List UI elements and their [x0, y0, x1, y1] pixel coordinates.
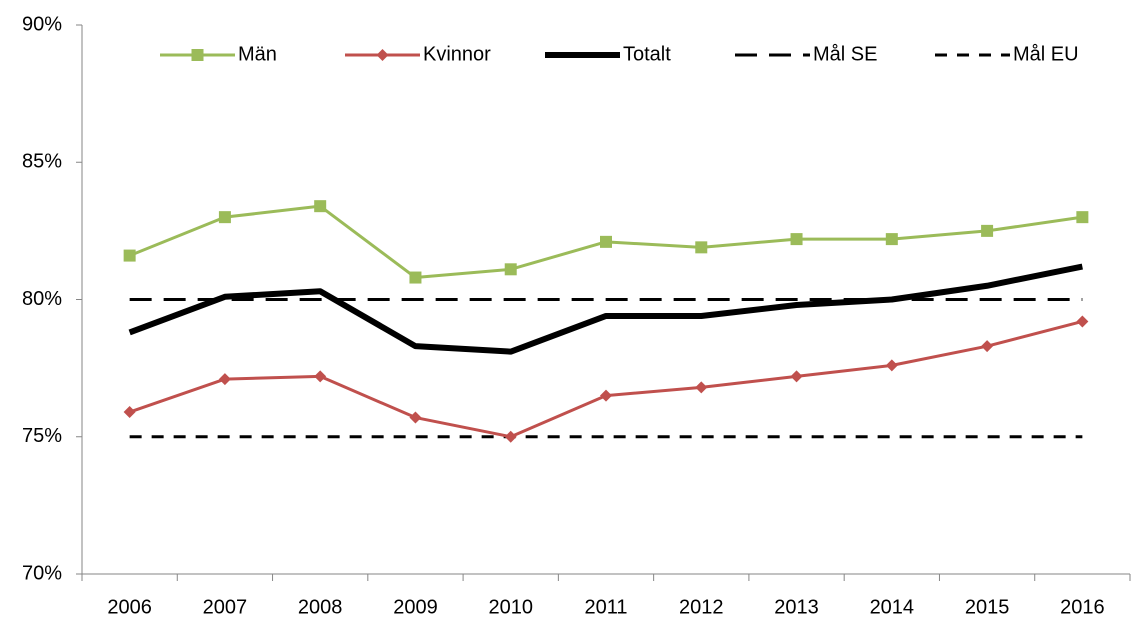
data-point — [695, 381, 708, 394]
data-point — [409, 271, 422, 284]
legend-label: Män — [238, 43, 277, 65]
series-line — [129, 320, 1083, 439]
data-point — [504, 430, 517, 443]
y-tick-label: 90% — [22, 13, 62, 35]
legend-marker — [191, 49, 204, 61]
legend-label: Mål SE — [813, 43, 877, 65]
data-point — [981, 340, 994, 353]
y-tick-label: 70% — [22, 562, 62, 584]
x-tick-label: 2006 — [107, 596, 152, 618]
x-tick-label: 2007 — [203, 596, 248, 618]
data-point — [600, 235, 612, 248]
data-point — [409, 411, 422, 424]
data-point — [218, 373, 231, 386]
data-point — [504, 263, 517, 276]
data-point — [314, 370, 327, 383]
legend-label: Totalt — [623, 43, 671, 65]
data-point — [314, 200, 327, 213]
data-point — [123, 406, 136, 419]
data-point — [981, 224, 994, 237]
data-point — [790, 370, 803, 383]
data-point — [1076, 211, 1089, 224]
data-point — [218, 211, 231, 224]
x-tick-label: 2011 — [584, 596, 627, 618]
data-point — [1076, 315, 1089, 328]
legend-marker — [376, 49, 389, 61]
x-tick-label: 2014 — [870, 596, 915, 618]
data-point — [885, 233, 898, 246]
y-tick-label: 85% — [22, 151, 62, 173]
series-line — [128, 263, 1083, 355]
y-tick-label: 80% — [22, 288, 62, 310]
x-tick-label: 2010 — [488, 596, 533, 618]
x-tick-label: 2012 — [679, 596, 724, 618]
x-tick-label: 2016 — [1060, 596, 1105, 618]
x-tick-label: 2009 — [393, 596, 438, 618]
legend-label: Kvinnor — [423, 43, 491, 65]
data-point — [885, 359, 898, 372]
x-tick-label: 2013 — [774, 596, 819, 618]
x-tick-label: 2008 — [298, 596, 343, 618]
data-point — [600, 389, 612, 402]
data-point — [790, 233, 803, 246]
data-point — [123, 249, 136, 262]
legend-label: Mål EU — [1013, 43, 1079, 65]
x-tick-label: 2015 — [965, 596, 1010, 618]
data-point — [695, 241, 708, 254]
y-tick-label: 75% — [22, 425, 62, 447]
